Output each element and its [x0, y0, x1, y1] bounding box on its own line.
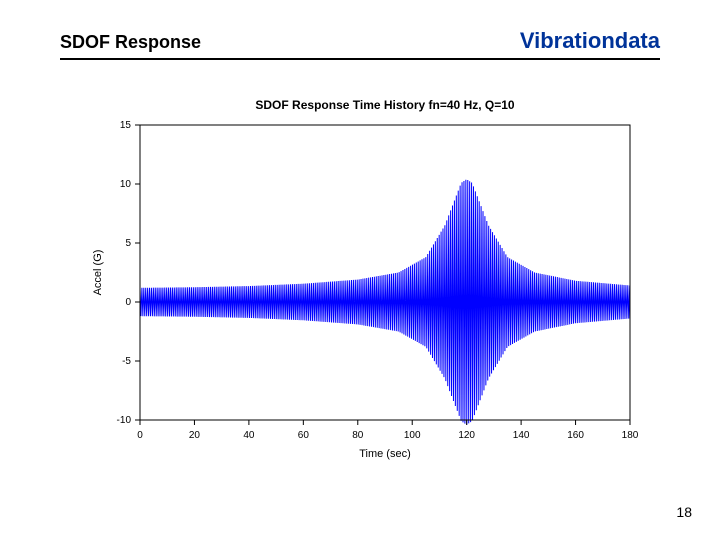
slide-title: SDOF Response: [60, 32, 201, 53]
y-tick-label: 10: [120, 179, 132, 190]
x-tick-label: 60: [298, 430, 310, 441]
y-tick-label: -10: [117, 415, 132, 426]
x-tick-label: 180: [622, 430, 639, 441]
x-axis-label: Time (sec): [359, 448, 411, 460]
sdof-chart: SDOF Response Time History fn=40 Hz, Q=1…: [85, 95, 645, 465]
chart-container: SDOF Response Time History fn=40 Hz, Q=1…: [85, 95, 645, 465]
y-tick-label: -5: [122, 356, 131, 367]
x-tick-label: 20: [189, 430, 201, 441]
x-tick-label: 160: [567, 430, 584, 441]
x-tick-label: 0: [137, 430, 143, 441]
y-tick-label: 0: [125, 297, 131, 308]
x-tick-label: 140: [513, 430, 530, 441]
x-tick-label: 40: [243, 430, 255, 441]
slide: SDOF Response Vibrationdata SDOF Respons…: [0, 0, 720, 540]
y-tick-label: 5: [125, 238, 131, 249]
chart-title: SDOF Response Time History fn=40 Hz, Q=1…: [255, 98, 515, 112]
x-tick-label: 100: [404, 430, 421, 441]
y-axis-label: Accel (G): [92, 250, 104, 296]
y-tick-label: 15: [120, 120, 132, 131]
x-tick-label: 120: [458, 430, 475, 441]
header-rule: [60, 58, 660, 60]
brand-label: Vibrationdata: [520, 28, 660, 54]
slide-header: SDOF Response Vibrationdata: [60, 28, 660, 54]
page-number: 18: [676, 504, 692, 520]
x-tick-label: 80: [352, 430, 364, 441]
